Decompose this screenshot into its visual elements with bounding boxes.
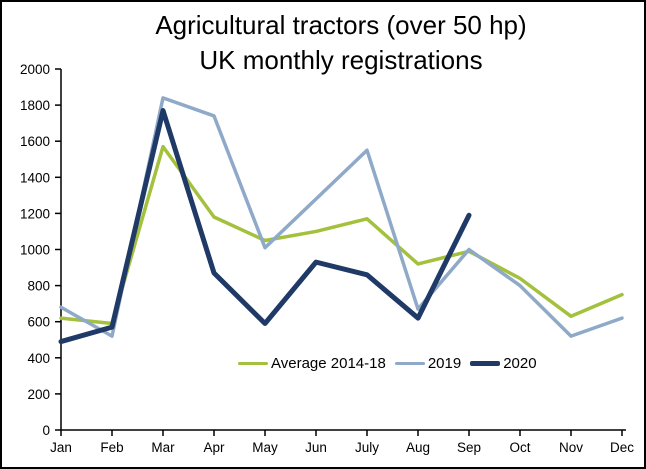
legend-swatch-average-2014-18 xyxy=(238,361,268,366)
y-axis-tick-label: 600 xyxy=(27,315,50,330)
y-axis-tick-label: 1400 xyxy=(20,170,50,185)
y-axis-tick-label: 1000 xyxy=(20,243,50,258)
legend-item-2020: 2020 xyxy=(470,355,537,372)
series-line-average-2014-18 xyxy=(59,144,624,326)
x-axis-tick-label: Jan xyxy=(50,440,72,455)
y-axis-tick-label: 400 xyxy=(27,351,50,366)
x-axis-tick-label: Feb xyxy=(100,440,123,455)
legend-item-average-2014-18: Average 2014-18 xyxy=(238,355,386,372)
y-axis-tick-label: 1600 xyxy=(20,134,50,149)
y-axis-tick-label: 1800 xyxy=(20,98,50,113)
chart-legend: Average 2014-18 2019 2020 xyxy=(238,355,537,372)
legend-label-2020: 2020 xyxy=(503,355,537,372)
legend-item-2019: 2019 xyxy=(394,355,462,372)
legend-swatch-2019 xyxy=(394,361,425,366)
x-axis-tick-label: July xyxy=(355,440,379,455)
series-line-2019 xyxy=(59,96,624,338)
chart-title-line-2: UK monthly registrations xyxy=(199,44,483,75)
y-axis-tick-label: 200 xyxy=(27,387,50,402)
x-axis-tick-label: Jun xyxy=(305,440,327,455)
legend-swatch-2020 xyxy=(470,361,501,366)
x-axis-tick-label: Mar xyxy=(151,440,175,455)
y-axis-tick-label: 0 xyxy=(42,423,50,438)
chart-title: Agricultural tractors (over 50 hp) UK mo… xyxy=(42,8,640,77)
legend-label-2019: 2019 xyxy=(427,355,462,372)
x-axis-tick-label: Nov xyxy=(559,440,583,455)
x-axis-tick-label: May xyxy=(252,440,278,455)
x-axis-tick-label: Aug xyxy=(406,440,430,455)
legend-label-average-2014-18: Average 2014-18 xyxy=(271,355,386,372)
y-axis-tick-label: 1200 xyxy=(20,206,50,221)
x-axis-tick-label: Oct xyxy=(509,440,530,455)
chart-title-line-1: Agricultural tractors (over 50 hp) xyxy=(155,10,527,40)
x-axis-tick-label: Apr xyxy=(203,440,225,455)
x-axis-tick-label: Sep xyxy=(457,440,481,455)
y-axis-tick-label: 2000 xyxy=(20,62,50,77)
x-axis-tick-label: Dec xyxy=(610,440,634,455)
y-axis-tick-label: 800 xyxy=(27,279,50,294)
series-line-2020 xyxy=(58,108,472,345)
